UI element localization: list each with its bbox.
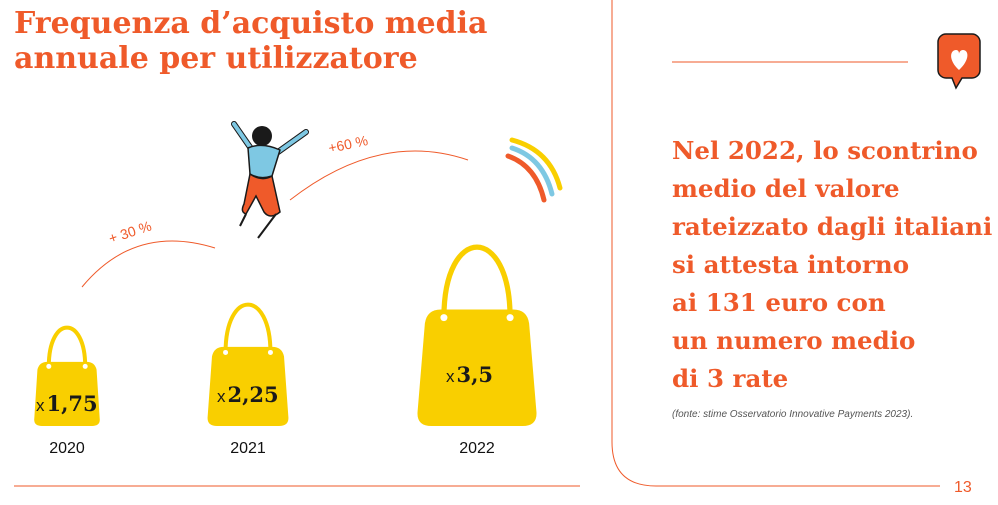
growth-arc-2 [289,150,469,201]
heart-speech-bubble-icon [937,33,981,90]
value-prefix: x [217,387,226,407]
highlight-line: di 3 rate [672,364,789,393]
category-label-2021: 2021 [230,440,266,457]
title-line-2: annuale per utilizzatore [14,41,418,76]
jumping-person-illustration [231,121,309,239]
highlight-line: un numero medio [672,326,916,355]
value-prefix: x [36,395,45,415]
page-title: Frequenza d’acquisto media annuale per u… [14,6,534,76]
highlight-line: ai 131 euro con [672,288,886,317]
bar-bag-2022 [417,244,537,426]
bar-bag-2020 [34,325,100,426]
highlight-line: Nel 2022, lo scontrino [672,136,978,165]
value-prefix: x [446,366,455,386]
value-label-2020: x1,75 [36,391,98,416]
highlight-line: medio del valore [672,174,900,203]
category-label-2020: 2020 [49,440,85,457]
highlight-line: rateizzato dagli italiani [672,212,993,241]
value-number: 3,5 [456,361,494,387]
bar-bag-2021 [207,302,289,426]
value-label-2021: x2,25 [217,382,279,407]
category-label-2022: 2022 [459,440,495,457]
highlight-text: Nel 2022, lo scontrino medio del valore … [672,132,993,398]
motion-arcs-icon [505,137,563,203]
value-number: 1,75 [46,390,98,416]
bars-layer [34,244,537,426]
title-line-1: Frequenza d’acquisto media [14,6,488,41]
source-note: (fonte: stime Osservatorio Innovative Pa… [672,409,914,420]
value-label-2022: x3,5 [446,362,493,387]
value-number: 2,25 [227,382,279,408]
page-number: 13 [954,479,972,496]
frame-line-right [611,0,940,487]
growth-arc-1 [81,240,216,288]
highlight-line: si attesta intorno [672,250,910,279]
